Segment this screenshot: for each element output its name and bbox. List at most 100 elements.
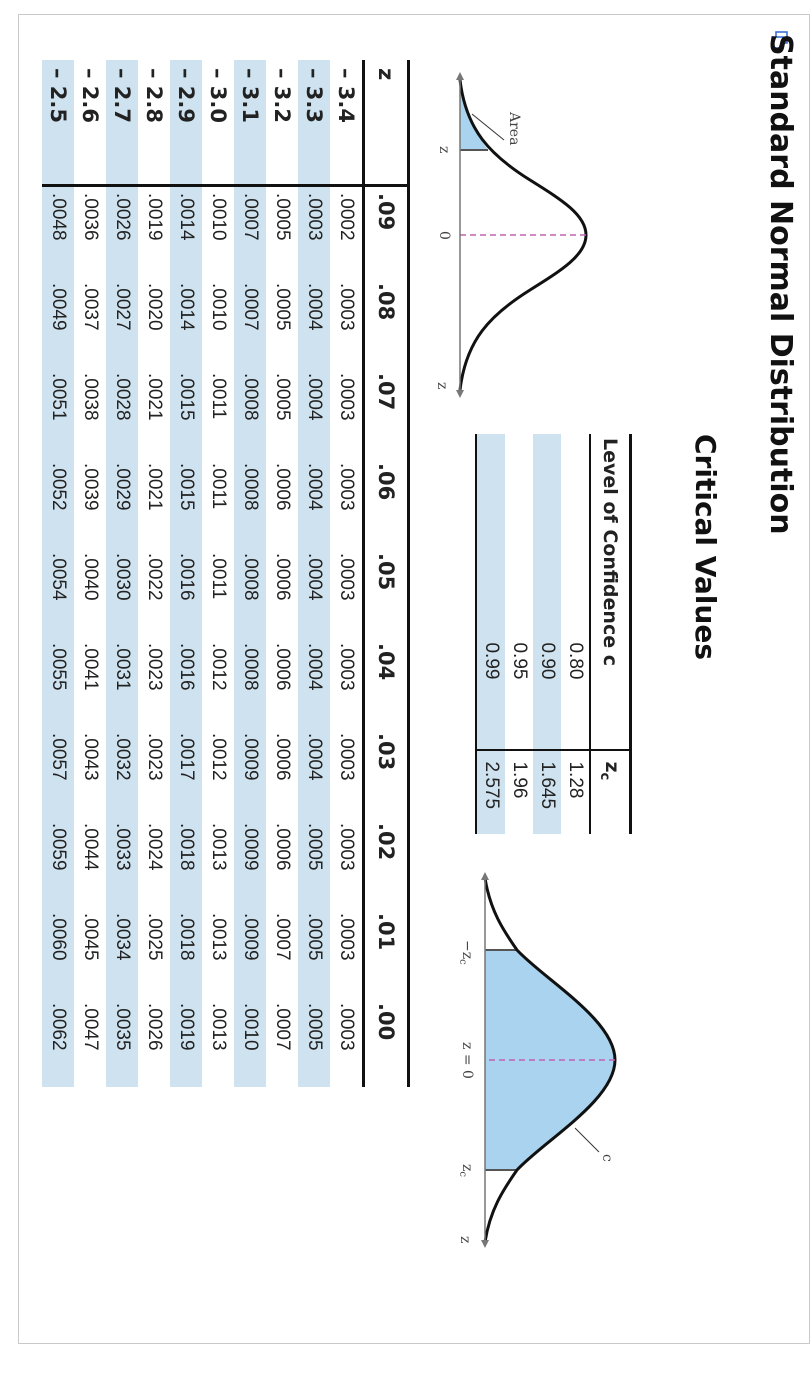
cv-row: 0.99 2.575	[476, 434, 506, 834]
z-table-body: – 3.4 .0002 .0003 .0003 .0003 .0003 .0003 .0003…	[42, 60, 364, 1087]
probability-cell: .0018	[170, 817, 202, 907]
probability-cell: .0008	[234, 637, 266, 727]
probability-cell: .0008	[234, 367, 266, 457]
col-header: .03	[363, 727, 409, 817]
zero-label: z = 0	[459, 1042, 475, 1079]
probability-cell: .0017	[170, 727, 202, 817]
probability-cell: .0006	[272, 733, 293, 781]
probability-cell: .0047	[80, 1003, 101, 1051]
probability-cell: .0036	[80, 193, 101, 241]
probability-cell: .0013	[208, 913, 229, 961]
page-title: Standard Normal Distribution	[763, 34, 798, 535]
probability-cell: .0004	[298, 367, 330, 457]
probability-cell: .0021	[144, 463, 165, 511]
probability-cell: .0009	[234, 727, 266, 817]
probability-cell: .0033	[106, 817, 138, 907]
z-header: z	[363, 60, 409, 186]
probability-cell: .0028	[106, 367, 138, 457]
cv-row: 0.80 1.28	[561, 434, 591, 834]
critical-values-title: Critical Values	[689, 434, 722, 660]
axis-label: z	[434, 382, 450, 389]
probability-cell: .0014	[170, 185, 202, 277]
cv-zc: 1.645	[533, 750, 562, 834]
axis-arrow-right	[456, 390, 464, 398]
col-header: .01	[363, 907, 409, 997]
probability-cell: .0003	[336, 463, 357, 511]
critical-values-table: Level of Confidence c zc 0.80 1.28 0.90 …	[475, 434, 632, 834]
probability-cell: .0011	[208, 373, 229, 420]
table-row: – 3.1.0007.0007.0008.0008.0008.0008.0009…	[234, 60, 266, 1087]
probability-cell: .0003	[336, 553, 357, 601]
probability-cell: .0048	[42, 185, 74, 277]
probability-cell: .0009	[234, 817, 266, 907]
probability-cell: .0025	[144, 913, 165, 961]
probability-cell: .0015	[170, 367, 202, 457]
probability-cell: .0004	[298, 727, 330, 817]
cv-row: 0.95 1.96	[505, 434, 534, 834]
probability-cell: .0038	[80, 373, 101, 421]
cv-level: 0.90	[533, 434, 562, 751]
probability-cell: .0005	[272, 283, 293, 331]
probability-cell: .0007	[272, 1003, 293, 1051]
cv-header-zc: zc	[590, 750, 631, 834]
probability-cell: .0013	[208, 823, 229, 871]
z-value-cell: – 2.5	[42, 60, 74, 186]
probability-cell: .0003	[298, 185, 330, 277]
z-value-cell: – 2.9	[170, 60, 202, 186]
probability-cell: .0006	[272, 463, 293, 511]
probability-cell: .0040	[80, 553, 101, 601]
probability-cell: .0052	[42, 457, 74, 547]
z-value-cell: – 2.8	[138, 60, 170, 186]
probability-cell: .0004	[298, 547, 330, 637]
cv-level: 0.95	[509, 642, 531, 680]
table-row: – 3.2 .0005 .0005 .0005 .0006 .0006 .0006 .0006…	[266, 60, 298, 1087]
popout-icon[interactable]	[770, 30, 790, 50]
probability-cell: .0044	[80, 823, 101, 871]
probability-cell: .0031	[106, 637, 138, 727]
axis-arrow-right	[481, 1240, 489, 1248]
c-label: c	[599, 1154, 615, 1162]
table-row: – 2.6 .0036 .0037 .0038 .0039 .0040 .0041 .0043…	[74, 60, 106, 1087]
probability-cell: .0008	[234, 547, 266, 637]
z-table-header-row: z .09 .08 .07 .06 .05 .04 .03 .02 .01 .0…	[363, 60, 409, 1087]
probability-cell: .0012	[208, 733, 229, 781]
probability-cell: .0003	[336, 913, 357, 961]
probability-cell: .0019	[170, 997, 202, 1087]
probability-cell: .0007	[234, 277, 266, 367]
probability-cell: .0003	[336, 733, 357, 781]
probability-cell: .0009	[234, 907, 266, 997]
col-header: .07	[363, 367, 409, 457]
col-header: .09	[363, 185, 409, 277]
table-row: – 2.5.0048.0049.0051.0052.0054.0055.0057…	[42, 60, 74, 1087]
z-value-cell: – 3.3	[298, 60, 330, 186]
probability-cell: .0045	[80, 913, 101, 961]
probability-cell: .0005	[272, 193, 293, 241]
z-value-cell: – 3.1	[234, 60, 266, 186]
probability-cell: .0003	[336, 643, 357, 691]
col-header: .04	[363, 637, 409, 727]
cv-zc: 1.96	[505, 750, 534, 834]
probability-cell: .0041	[80, 643, 101, 691]
probability-cell: .0004	[298, 277, 330, 367]
table-row: – 3.3.0003.0004.0004.0004.0004.0004.0004…	[298, 60, 330, 1087]
probability-cell: .0057	[42, 727, 74, 817]
col-header: .02	[363, 817, 409, 907]
area-pointer-line	[471, 113, 505, 141]
probability-cell: .0062	[42, 997, 74, 1087]
probability-cell: .0012	[208, 643, 229, 691]
col-header: .05	[363, 547, 409, 637]
probability-cell: .0043	[80, 733, 101, 781]
axis-arrow-left	[456, 72, 464, 80]
probability-cell: .0010	[208, 193, 229, 241]
probability-cell: .0003	[336, 1003, 357, 1051]
probability-cell: .0010	[234, 997, 266, 1087]
z-value-cell: – 2.7	[106, 60, 138, 186]
probability-cell: .0024	[144, 823, 165, 871]
cv-row: 0.90 1.645	[533, 434, 562, 834]
probability-cell: .0004	[298, 637, 330, 727]
probability-cell: .0059	[42, 817, 74, 907]
confidence-curve: c −zc z = 0 zc z	[457, 872, 617, 1248]
probability-cell: .0006	[272, 823, 293, 871]
area-label: Area	[506, 111, 522, 145]
cv-level: 0.99	[476, 434, 506, 751]
